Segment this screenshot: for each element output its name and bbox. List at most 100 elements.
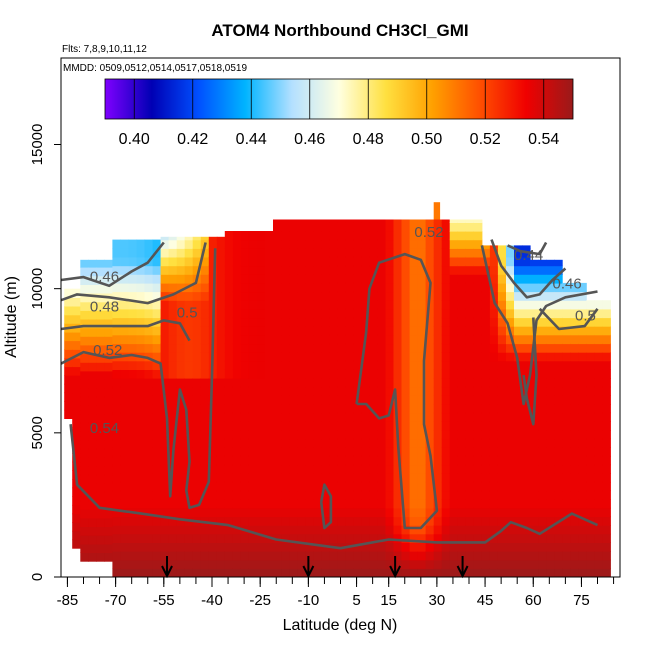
heatmap-cell [353, 447, 362, 457]
heatmap-cell [425, 551, 435, 561]
heatmap-cell [96, 388, 105, 398]
heatmap-cell [393, 343, 403, 353]
heatmap-cell [112, 568, 121, 577]
heatmap-cell [240, 386, 250, 396]
heatmap-cell [594, 412, 603, 422]
heatmap-cell [417, 343, 427, 353]
heatmap-cell [417, 282, 427, 293]
heatmap-cell [433, 464, 443, 474]
heatmap-cell [232, 438, 242, 448]
heatmap-cell [522, 256, 531, 267]
heatmap-cell [273, 395, 282, 405]
heatmap-cell [409, 308, 419, 319]
heatmap-cell [473, 326, 483, 336]
heatmap-cell [570, 516, 579, 526]
heatmap-cell [369, 386, 378, 396]
heatmap-cell [401, 533, 411, 543]
heatmap-cell [184, 326, 194, 336]
heatmap-cell [570, 559, 579, 569]
heatmap-cell [457, 360, 467, 370]
heatmap-cell [417, 499, 427, 509]
heatmap-cell [433, 525, 443, 535]
heatmap-cell [506, 352, 515, 362]
heatmap-cell [594, 326, 603, 336]
heatmap-cell [297, 300, 306, 310]
heatmap-cell [112, 481, 121, 492]
heatmap-cell [433, 239, 443, 249]
x-tick-label: -70 [105, 592, 127, 609]
heatmap-cell [184, 248, 194, 258]
heatmap-cell [313, 282, 322, 293]
heatmap-cell [393, 308, 403, 319]
heatmap-cell [281, 559, 290, 569]
heatmap-cell [144, 551, 154, 561]
heatmap-cell [554, 360, 563, 370]
heatmap-cell [136, 334, 146, 345]
heatmap-cell [321, 533, 330, 543]
heatmap-cell [321, 248, 330, 258]
heatmap-cell [570, 430, 579, 440]
heatmap-cell [481, 533, 491, 543]
heatmap-cell [136, 291, 146, 301]
heatmap-cell [377, 490, 386, 500]
heatmap-cell [554, 455, 563, 466]
heatmap-cell [361, 559, 370, 569]
heatmap-cell [176, 542, 186, 552]
heatmap-cell [192, 533, 202, 543]
heatmap-cell [273, 274, 282, 284]
heatmap-cell [128, 499, 138, 509]
heatmap-cell [538, 481, 547, 492]
heatmap-cell [265, 308, 274, 319]
heatmap-cell [329, 343, 338, 353]
heatmap-cell [273, 360, 282, 370]
heatmap-cell [530, 490, 539, 500]
heatmap-cell [345, 464, 354, 474]
heatmap-cell [136, 464, 146, 474]
heatmap-cell [281, 360, 290, 370]
heatmap-cell [369, 231, 378, 241]
heatmap-cell [457, 300, 467, 310]
heatmap-cell [562, 360, 571, 370]
heatmap-cell [489, 551, 499, 561]
heatmap-cell [192, 352, 202, 362]
heatmap-cell [136, 256, 146, 267]
heatmap-cell [345, 438, 354, 448]
heatmap-cell [594, 473, 603, 483]
heatmap-cell [297, 551, 306, 561]
heatmap-cell [554, 317, 563, 327]
heatmap-cell [216, 516, 226, 526]
heatmap-cell [281, 369, 290, 379]
heatmap-cell [337, 455, 346, 466]
heatmap-cell [393, 248, 403, 258]
heatmap-cell [570, 326, 579, 336]
heatmap-cell [578, 542, 587, 552]
heatmap-cell [208, 473, 218, 483]
heatmap-cell [481, 464, 491, 474]
heatmap-cell [481, 378, 491, 388]
heatmap-cell [441, 352, 451, 362]
heatmap-cell [481, 352, 491, 362]
heatmap-cell [425, 265, 435, 275]
heatmap-cell [232, 291, 242, 301]
heatmap-cell [514, 499, 523, 509]
heatmap-cell [176, 256, 186, 267]
heatmap-cell [216, 455, 226, 466]
heatmap-cell [361, 447, 370, 457]
heatmap-cell [554, 430, 563, 440]
heatmap-cell [385, 447, 395, 457]
heatmap-cell [208, 559, 218, 569]
heatmap-cell [441, 386, 451, 396]
heatmap-cell [152, 369, 162, 379]
heatmap-cell [104, 344, 113, 355]
heatmap-cell [96, 362, 105, 372]
heatmap-cell [417, 378, 427, 388]
heatmap-cell [200, 265, 210, 275]
heatmap-cell [489, 343, 499, 353]
heatmap-cell [160, 516, 170, 526]
heatmap-cell [144, 525, 154, 535]
heatmap-cell [409, 490, 419, 500]
heatmap-cell [385, 490, 395, 500]
heatmap-cell [385, 542, 395, 552]
heatmap-cell [265, 542, 274, 552]
heatmap-cell [72, 461, 81, 471]
